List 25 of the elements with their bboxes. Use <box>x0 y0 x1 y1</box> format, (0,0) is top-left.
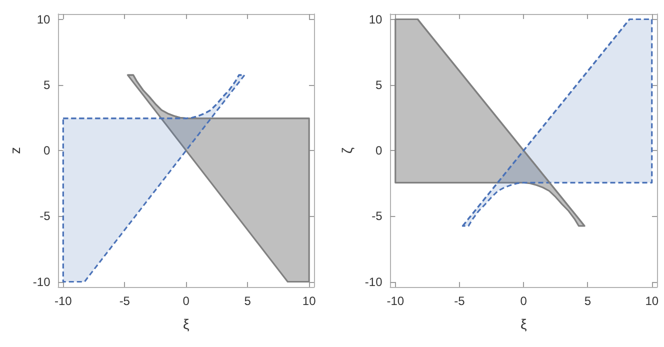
x-tick-label: 10 <box>645 294 659 308</box>
y-tick-label: 5 <box>44 78 51 92</box>
x-axis-title: ξ <box>520 316 527 332</box>
x-tick-label: -5 <box>119 294 130 308</box>
x-tick-label: -10 <box>386 294 404 308</box>
y-tick-label: 5 <box>376 78 383 92</box>
y-tick-label: 10 <box>368 12 383 26</box>
y-tick-label: -10 <box>364 274 383 289</box>
y-tick-label: -10 <box>32 274 51 289</box>
x-tick-label: 0 <box>520 294 528 308</box>
y-tick-label: 10 <box>36 12 51 26</box>
x-tick-label: -10 <box>54 294 72 308</box>
x-tick-label: 10 <box>302 294 316 308</box>
x-axis-title: ξ <box>182 316 190 332</box>
x-tick-label: -5 <box>454 294 466 308</box>
x-tick-label: 0 <box>182 294 190 308</box>
line-series <box>126 74 310 120</box>
y-tick-label: -5 <box>40 209 51 224</box>
y-tick-label: 0 <box>376 144 383 158</box>
y-axis-title: z <box>7 147 23 154</box>
y-axis-title: ζ <box>339 147 355 154</box>
x-tick-label: 5 <box>244 294 252 308</box>
x-tick-label: 5 <box>584 294 592 308</box>
y-tick-label: 0 <box>44 144 51 158</box>
y-tick-label: -5 <box>372 209 383 224</box>
